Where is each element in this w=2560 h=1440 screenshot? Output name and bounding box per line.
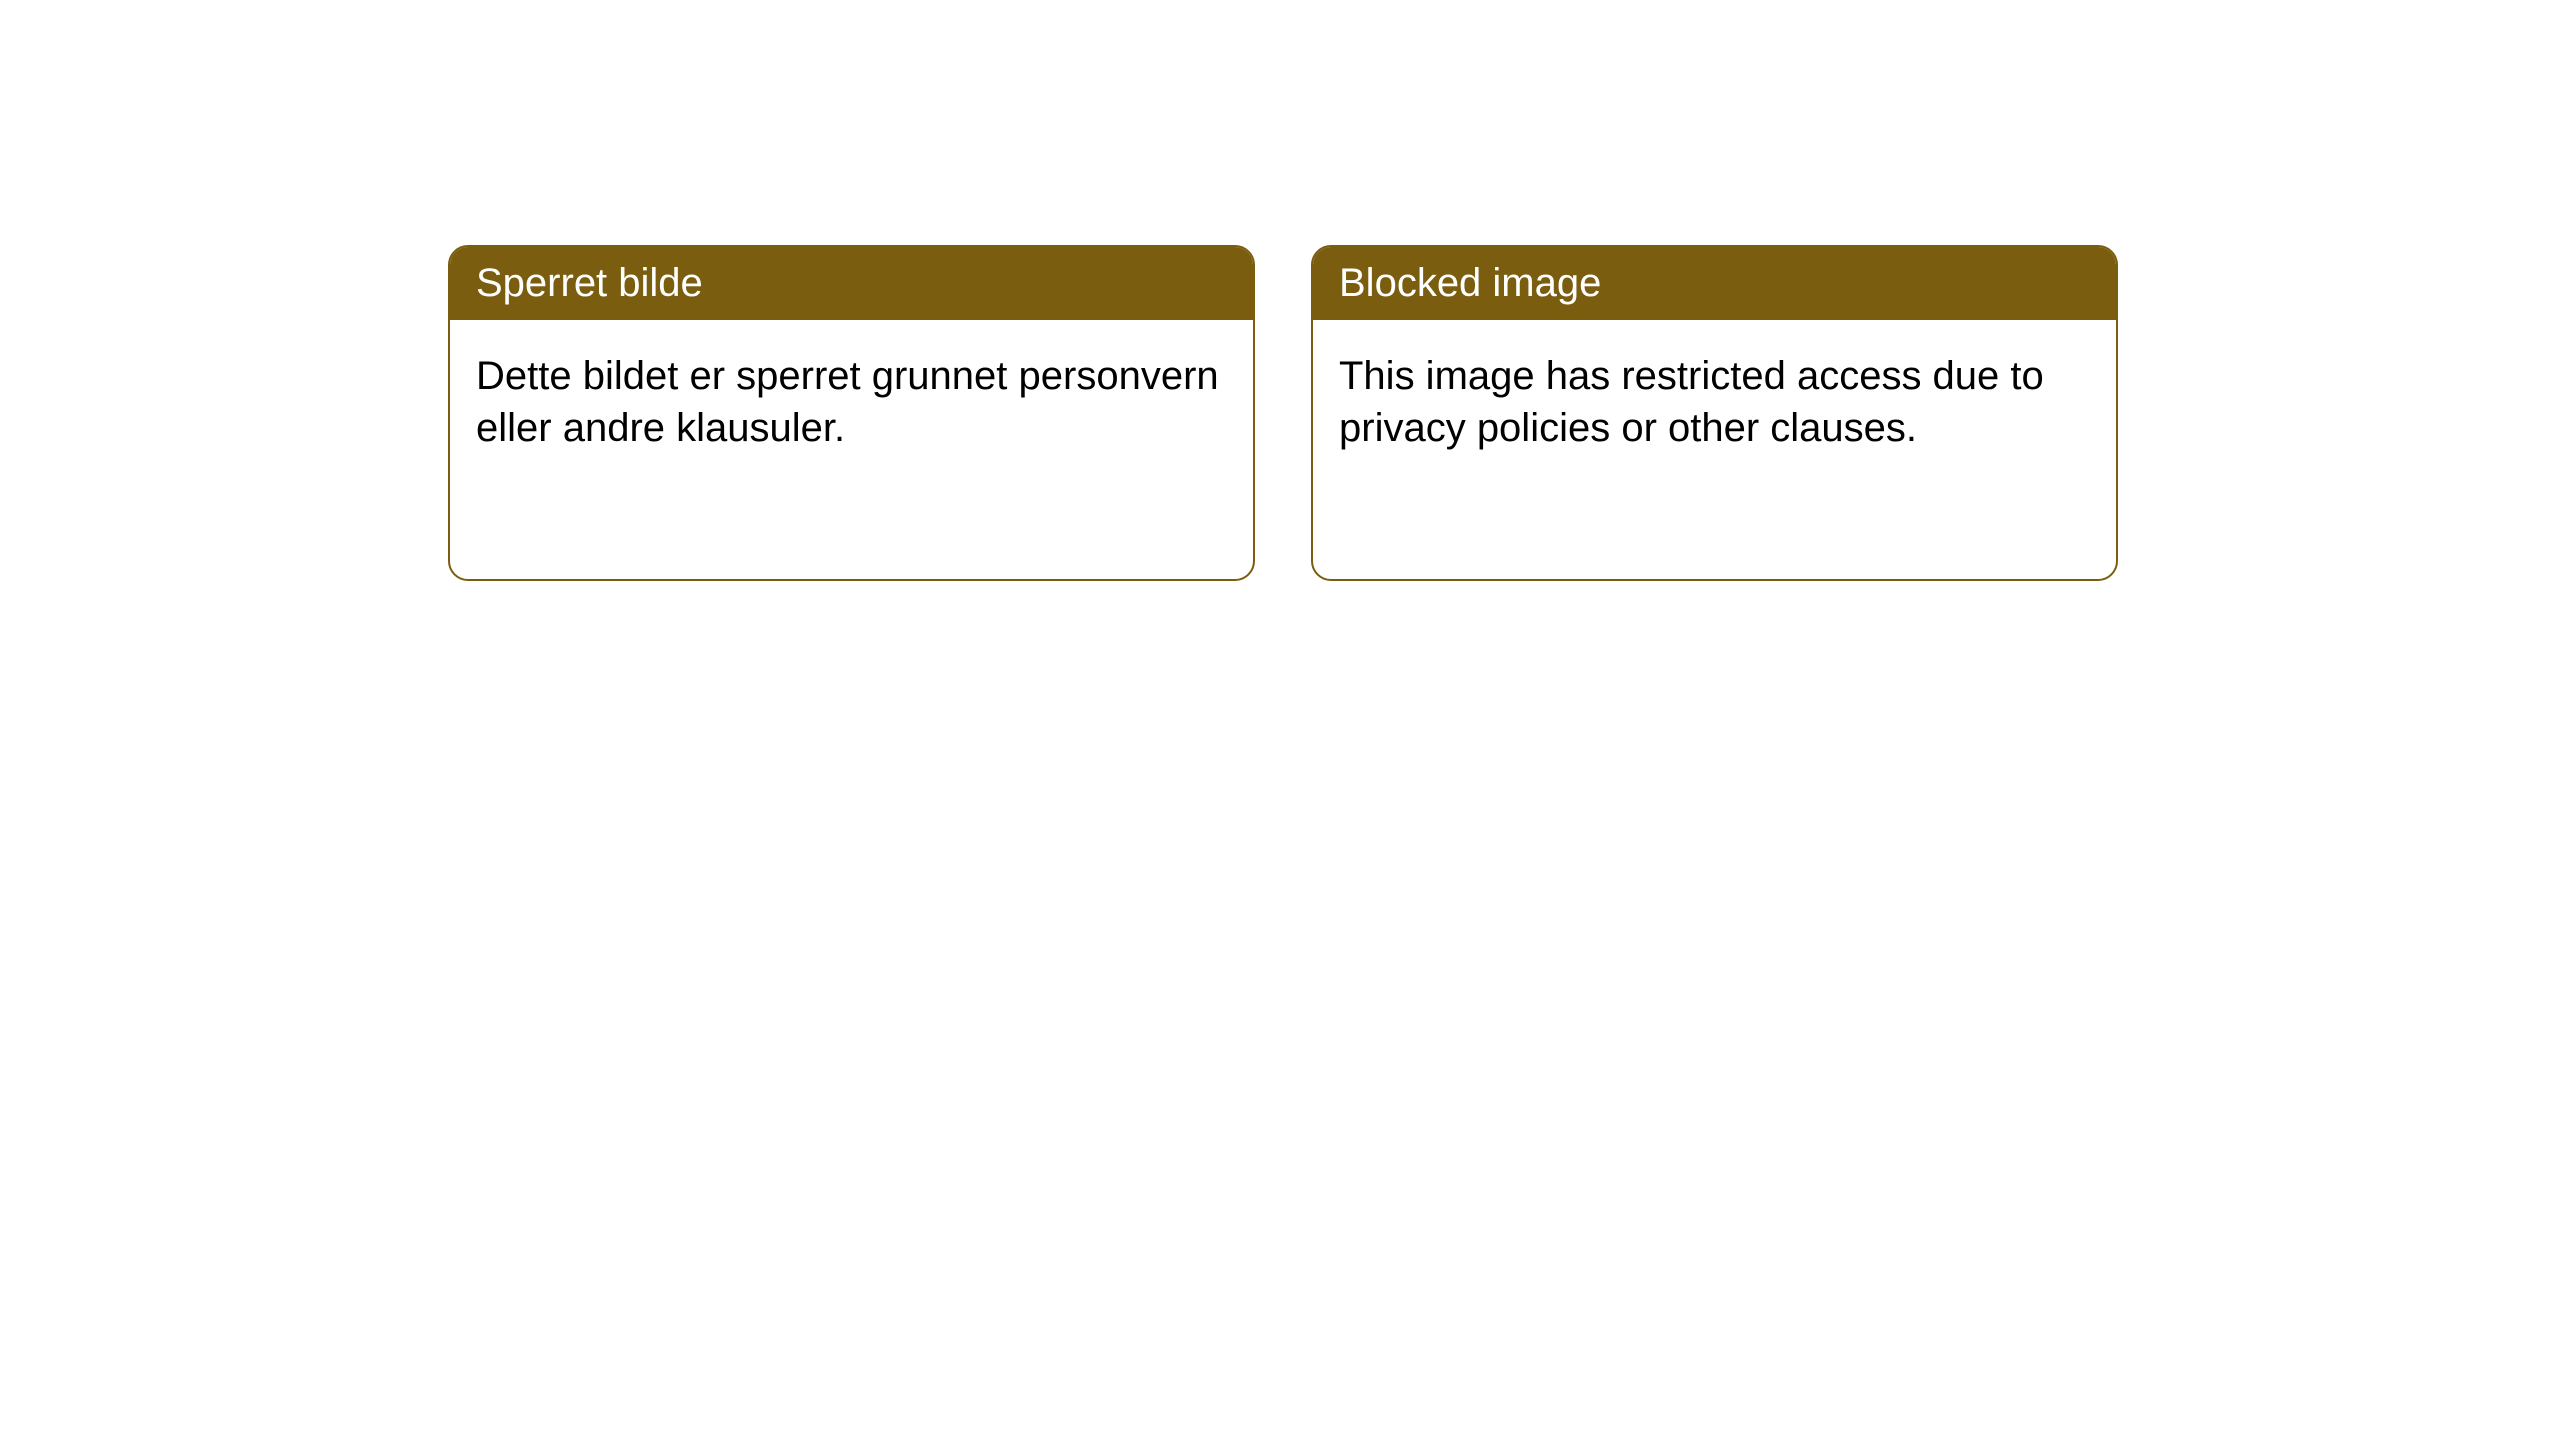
notice-container: Sperret bilde Dette bildet er sperret gr… [0, 0, 2560, 581]
notice-title: Sperret bilde [476, 261, 703, 305]
notice-text: Dette bildet er sperret grunnet personve… [476, 354, 1219, 450]
notice-header: Blocked image [1313, 247, 2116, 320]
notice-text: This image has restricted access due to … [1339, 354, 2044, 450]
notice-title: Blocked image [1339, 261, 1601, 305]
notice-body: Dette bildet er sperret grunnet personve… [450, 320, 1253, 484]
notice-card-norwegian: Sperret bilde Dette bildet er sperret gr… [448, 245, 1255, 581]
notice-header: Sperret bilde [450, 247, 1253, 320]
notice-card-english: Blocked image This image has restricted … [1311, 245, 2118, 581]
notice-body: This image has restricted access due to … [1313, 320, 2116, 484]
